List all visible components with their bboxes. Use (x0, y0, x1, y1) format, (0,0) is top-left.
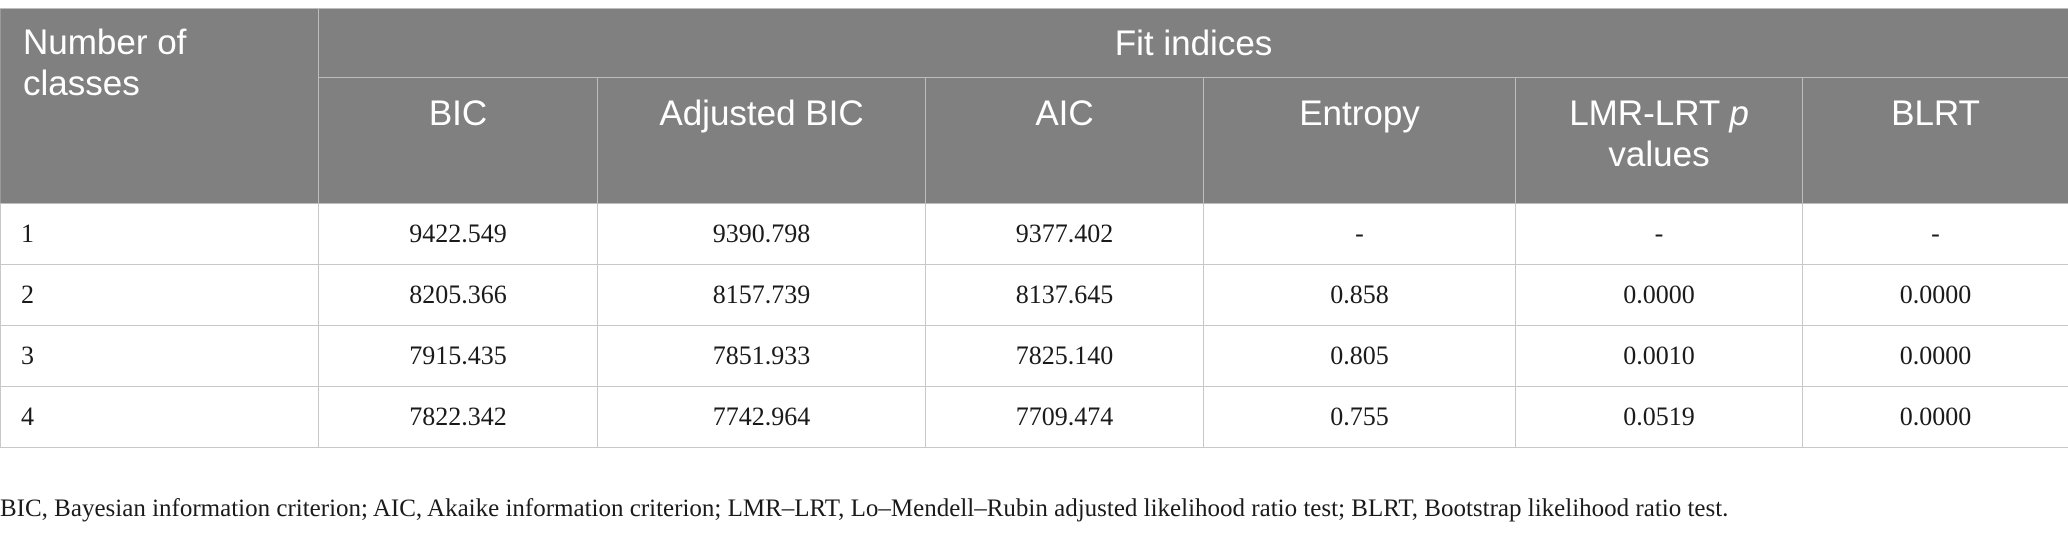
cell-adjusted-bic: 7742.964 (597, 386, 926, 448)
cell-aic: 9377.402 (925, 203, 1204, 265)
cell-blrt: 0.0000 (1801, 386, 2068, 448)
cell-aic: 7825.140 (925, 325, 1204, 387)
number-of-classes-header: Number of classes (0, 8, 319, 204)
cell-classes: 1 (0, 203, 319, 265)
fit-indices-table-container: Number of classes Fit indices BIC Adjust… (0, 8, 2068, 448)
cell-aic: 7709.474 (925, 386, 1204, 448)
cell-lmr-lrt: 0.0519 (1515, 386, 1803, 448)
table-body: 1 9422.549 9390.798 9377.402 - - - 2 820… (0, 203, 2068, 448)
cell-lmr-lrt: 0.0010 (1515, 325, 1803, 387)
table-footnote: BIC, Bayesian information criterion; AIC… (0, 495, 1729, 522)
column-header-lmr-lrt: LMR-LRT p values (1515, 77, 1803, 204)
cell-aic: 8137.645 (925, 264, 1204, 326)
column-header-adjusted-bic: Adjusted BIC (597, 77, 926, 204)
lmr-lrt-label: LMR-LRT (1569, 94, 1730, 133)
cell-blrt: 0.0000 (1801, 325, 2068, 387)
cell-entropy: 0.858 (1203, 264, 1516, 326)
lmr-lrt-p-italic: p (1729, 94, 1749, 133)
cell-bic: 7915.435 (318, 325, 598, 387)
cell-blrt: 0.0000 (1801, 264, 2068, 326)
cell-classes: 2 (0, 264, 319, 326)
table-row: 3 7915.435 7851.933 7825.140 0.805 0.001… (0, 325, 2068, 387)
fit-indices-group-header: Fit indices (317, 8, 2068, 78)
lmr-lrt-values-label: values (1608, 135, 1710, 174)
cell-classes: 4 (0, 386, 319, 448)
table-row: 4 7822.342 7742.964 7709.474 0.755 0.051… (0, 386, 2068, 448)
table-row: 2 8205.366 8157.739 8137.645 0.858 0.000… (0, 264, 2068, 326)
cell-bic: 7822.342 (318, 386, 598, 448)
cell-entropy: 0.805 (1203, 325, 1516, 387)
cell-blrt: - (1801, 203, 2068, 265)
cell-bic: 9422.549 (318, 203, 598, 265)
cell-classes: 3 (0, 325, 319, 387)
column-header-blrt: BLRT (1801, 77, 2068, 204)
table-header: Number of classes Fit indices BIC Adjust… (0, 8, 2068, 204)
cell-lmr-lrt: 0.0000 (1515, 264, 1803, 326)
fit-indices-table: Number of classes Fit indices BIC Adjust… (0, 8, 2068, 448)
cell-entropy: - (1203, 203, 1516, 265)
column-header-aic: AIC (925, 77, 1204, 204)
cell-entropy: 0.755 (1203, 386, 1516, 448)
cell-lmr-lrt: - (1515, 203, 1803, 265)
table-row: 1 9422.549 9390.798 9377.402 - - - (0, 203, 2068, 265)
cell-adjusted-bic: 7851.933 (597, 325, 926, 387)
cell-adjusted-bic: 8157.739 (597, 264, 926, 326)
column-header-bic: BIC (318, 77, 598, 204)
cell-bic: 8205.366 (318, 264, 598, 326)
cell-adjusted-bic: 9390.798 (597, 203, 926, 265)
column-header-entropy: Entropy (1203, 77, 1516, 204)
